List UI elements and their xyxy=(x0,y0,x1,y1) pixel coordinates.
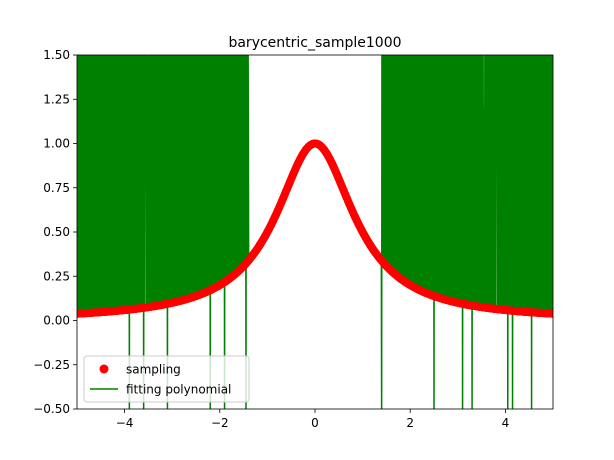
y-tick-label: 0.00 xyxy=(43,314,70,328)
x-tick-label: 2 xyxy=(406,416,414,430)
x-tick-label: −2 xyxy=(211,416,229,430)
y-tick-label: 0.75 xyxy=(43,181,70,195)
y-tick-label: 0.50 xyxy=(43,225,70,239)
y-tick-label: 1.50 xyxy=(43,48,70,62)
legend-fitting-polynomial-label: fitting polynomial xyxy=(126,383,231,397)
sampling-series xyxy=(77,139,553,318)
x-tick-label: 0 xyxy=(311,416,319,430)
y-tick-label: 1.00 xyxy=(43,137,70,151)
sampling-point xyxy=(549,309,553,318)
legend-box xyxy=(83,355,250,403)
x-axis: −4 −2 0 2 4 xyxy=(116,409,509,430)
chart-title: barycentric_sample1000 xyxy=(228,35,401,51)
y-tick-label: 1.25 xyxy=(43,92,70,106)
y-axis: −0.50 −0.25 0.00 0.25 0.50 0.75 1.00 1.25 1.50 xyxy=(33,48,77,416)
x-tick-label: −4 xyxy=(116,416,134,430)
y-tick-label: −0.50 xyxy=(33,402,70,416)
legend-sampling-label: sampling xyxy=(126,363,181,377)
legend: sampling fitting polynomial xyxy=(83,355,250,403)
plot-area xyxy=(77,55,553,409)
y-tick-label: 0.25 xyxy=(43,269,70,283)
x-tick-label: 4 xyxy=(502,416,510,430)
y-tick-label: −0.25 xyxy=(33,358,70,372)
legend-sampling-marker xyxy=(99,364,109,374)
